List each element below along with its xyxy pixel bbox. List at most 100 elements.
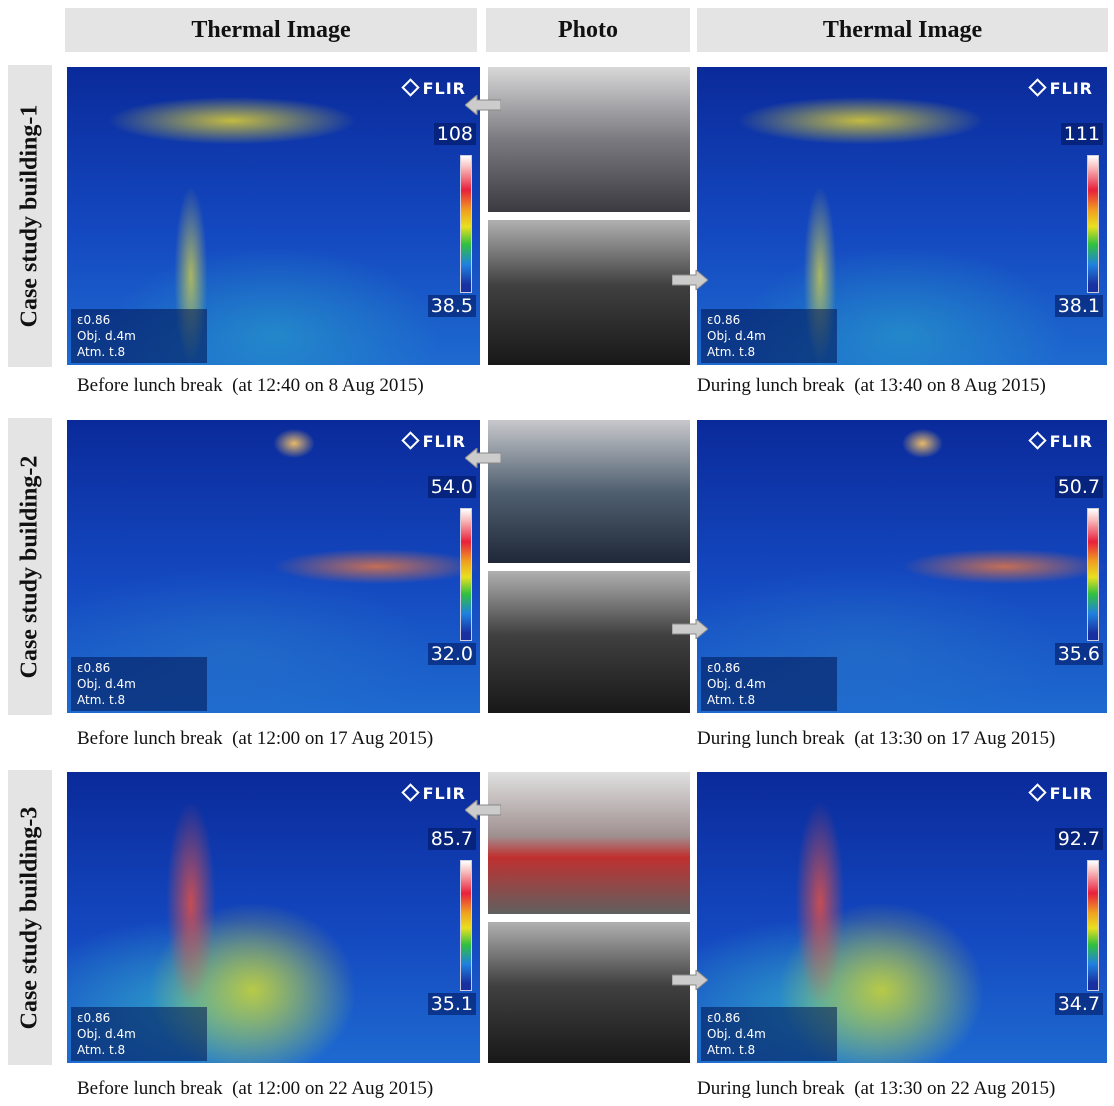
photo (488, 772, 690, 914)
readout-value: 0.86 (83, 313, 111, 327)
readout-row: ε 0.86 (77, 1010, 201, 1026)
readout: ε 0.86 Obj. d. 4m Atm. t. 8 (71, 657, 207, 711)
thermal-image: FLIR 50.7 35.6 ε 0.86 Obj. d. 4m Atm. t. 8 (697, 420, 1107, 713)
readout-label: Atm. t. (707, 345, 748, 359)
scale-min: 35.1 (427, 993, 476, 1015)
row-label: Case study building-2 (8, 418, 52, 715)
flir-logo: FLIR (1027, 431, 1093, 451)
column-header: Photo (486, 8, 690, 52)
readout-value: 0.86 (713, 661, 741, 675)
readout-row: Obj. d. 4m (707, 676, 831, 692)
scale-min: 38.5 (427, 295, 476, 317)
color-scale (460, 155, 472, 293)
caption: During lunch break (at 13:30 on 17 Aug 2… (697, 728, 1056, 749)
logo-mark (400, 431, 420, 450)
color-scale (1087, 860, 1099, 991)
readout-row: Atm. t. 8 (707, 1042, 831, 1058)
flir-logo: FLIR (400, 78, 466, 98)
row-label: Case study building-1 (8, 65, 52, 367)
readout-value: 8 (747, 693, 756, 707)
readout-row: Obj. d. 4m (707, 1026, 831, 1042)
arrow-left (464, 798, 502, 822)
scale-max: 54.0 (427, 476, 476, 498)
readout: ε 0.86 Obj. d. 4m Atm. t. 8 (701, 1007, 837, 1061)
readout-row: Atm. t. 8 (707, 692, 831, 708)
arrow (464, 93, 502, 117)
arrow (464, 446, 502, 470)
scale-max: 108 (433, 123, 476, 145)
flir-logo: FLIR (1027, 78, 1093, 98)
readout: ε 0.86 Obj. d. 4m Atm. t. 8 (701, 657, 837, 711)
caption: Before lunch break (at 12:40 on 8 Aug 20… (77, 375, 424, 396)
caption: During lunch break (at 13:40 on 8 Aug 20… (697, 375, 1046, 396)
flir-logo: FLIR (1027, 783, 1093, 803)
logo-mark (1027, 78, 1047, 97)
column-header: Thermal Image (65, 8, 477, 52)
readout-label: ε (707, 661, 714, 675)
readout: ε 0.86 Obj. d. 4m Atm. t. 8 (71, 1007, 207, 1061)
column-header: Thermal Image (697, 8, 1108, 52)
readout-label: Atm. t. (77, 1043, 118, 1057)
readout-row: Atm. t. 8 (77, 1042, 201, 1058)
scale-max: 92.7 (1054, 828, 1103, 850)
arrow-right (671, 268, 709, 291)
arrow-right (671, 618, 709, 641)
readout-row: ε 0.86 (77, 312, 201, 328)
photo (488, 220, 690, 365)
readout: ε 0.86 Obj. d. 4m Atm. t. 8 (71, 309, 207, 363)
row-label: Case study building-3 (8, 770, 52, 1065)
readout-row: Atm. t. 8 (707, 344, 831, 360)
readout-label: Obj. d. (77, 1027, 117, 1041)
readout-row: ε 0.86 (707, 1010, 831, 1026)
readout-label: ε (707, 313, 714, 327)
readout-label: ε (77, 313, 84, 327)
scale-min: 32.0 (427, 643, 476, 665)
readout-value: 4m (746, 329, 766, 343)
thermal-image: FLIR 111 38.1 ε 0.86 Obj. d. 4m Atm. t. 8 (697, 67, 1107, 365)
row-label-text: Case study building-3 (16, 806, 43, 1029)
arrow-left (464, 446, 502, 470)
thermal-image: FLIR 92.7 34.7 ε 0.86 Obj. d. 4m Atm. t. 8 (697, 772, 1107, 1063)
readout-label: Obj. d. (77, 677, 117, 691)
readout-value: 4m (116, 677, 136, 691)
readout-value: 8 (117, 693, 126, 707)
logo-mark (400, 78, 420, 97)
logo-mark (400, 783, 420, 802)
readout-row: Atm. t. 8 (77, 692, 201, 708)
photo (488, 921, 690, 1063)
readout-label: ε (77, 1011, 84, 1025)
readout-value: 0.86 (83, 1011, 111, 1025)
row-label-text: Case study building-2 (16, 455, 43, 678)
caption: Before lunch break (at 12:00 on 22 Aug 2… (77, 1078, 434, 1099)
scale-max: 85.7 (427, 828, 476, 850)
flir-logo: FLIR (400, 783, 466, 803)
scale-min: 34.7 (1054, 993, 1103, 1015)
photo (488, 570, 690, 713)
readout-value: 8 (747, 1043, 756, 1057)
arrow (671, 968, 709, 991)
thermal-image: FLIR 108 38.5 ε 0.86 Obj. d. 4m Atm. t. 8 (67, 67, 480, 365)
arrow (671, 618, 709, 641)
readout-label: Obj. d. (707, 1027, 747, 1041)
readout-row: Obj. d. 4m (707, 328, 831, 344)
readout-value: 8 (117, 345, 126, 359)
readout-value: 4m (746, 677, 766, 691)
readout-value: 8 (747, 345, 756, 359)
readout-row: ε 0.86 (77, 660, 201, 676)
logo-mark (1027, 783, 1047, 802)
arrow (464, 798, 502, 822)
thermal-image: FLIR 85.7 35.1 ε 0.86 Obj. d. 4m Atm. t. 8 (67, 772, 480, 1063)
photo (488, 67, 690, 212)
readout-label: ε (77, 661, 84, 675)
readout-label: Atm. t. (77, 693, 118, 707)
readout-value: 4m (116, 329, 136, 343)
readout-label: Obj. d. (707, 677, 747, 691)
readout-value: 0.86 (713, 1011, 741, 1025)
scale-min: 38.1 (1054, 295, 1103, 317)
readout-label: Atm. t. (77, 345, 118, 359)
readout-row: ε 0.86 (707, 312, 831, 328)
color-scale (1087, 155, 1099, 293)
readout-value: 0.86 (713, 313, 741, 327)
logo-mark (1027, 431, 1047, 450)
scale-max: 111 (1060, 123, 1103, 145)
